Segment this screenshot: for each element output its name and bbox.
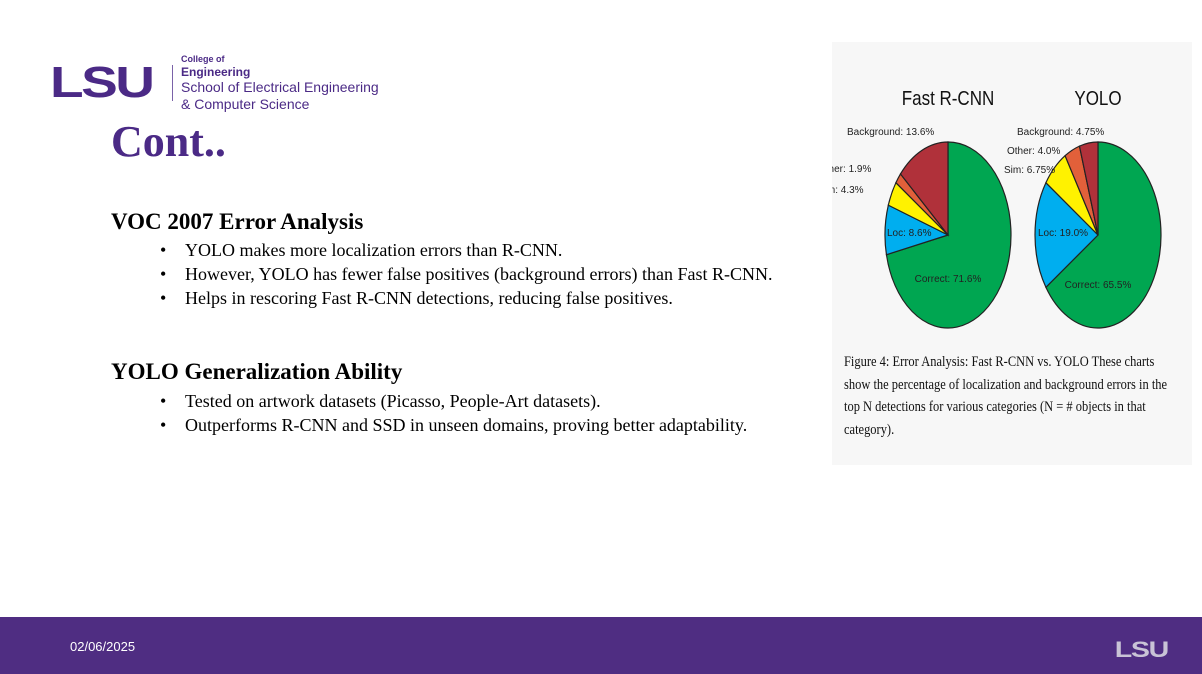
logo-divider [172,65,173,102]
figure-caption: Figure 4: Error Analysis: Fast R-CNN vs.… [844,354,1168,438]
lsu-wordmark: LSU [50,58,155,108]
school-line1: School of Electrical Engineering [181,79,379,96]
pie-slice-correct [1045,141,1162,329]
slide-title: Cont.. [111,117,226,166]
pie-label: Correct: 65.5% [1065,280,1132,291]
bullet-item: Tested on artwork datasets (Picasso, Peo… [160,389,800,413]
bullet-item: Helps in rescoring Fast R-CNN detections… [160,286,800,310]
section-heading: VOC 2007 Error Analysis [111,209,364,234]
pie-label: Other: 1.9% [832,164,871,175]
section-heading: YOLO Generalization Ability [111,359,403,384]
bullet-item: Outperforms R-CNN and SSD in unseen doma… [160,413,800,437]
pie-label: Background: 4.75% [1017,127,1104,138]
bullet-item: However, YOLO has fewer false positives … [160,262,775,286]
error-analysis-figure: Fast R-CNN Correct: 71.6% Loc: 8.6% Sim: 4.… [832,42,1192,465]
pie-slice-background [1078,141,1099,236]
college-name: Engineering [181,64,251,79]
pie-label: Loc: 8.6% [887,228,932,239]
pie-label: Sim: 4.3% [832,185,864,196]
college-small: College of [181,54,225,64]
pie-label: Background: 13.6% [847,127,934,138]
pie-slice-background [899,141,949,237]
logo-text: College of Engineering School of Electri… [181,54,379,113]
lsu-engineering-logo: LSU College of Engineering School of Ele… [50,54,379,113]
pie-label: Sim: 6.75% [1004,165,1055,176]
pie-title: YOLO [1074,87,1121,110]
bullet-list: Tested on artwork datasets (Picasso, Peo… [160,389,800,437]
pie-title: Fast R-CNN [902,87,994,110]
footer-lsu-logo: LSU [1114,637,1170,662]
bullet-list: YOLO makes more localization errors than… [160,238,800,310]
bullet-item: YOLO makes more localization errors than… [160,238,800,262]
pie-slice-loc [1034,181,1099,289]
school-line2: & Computer Science [181,95,310,112]
pie-label: Correct: 71.6% [915,274,982,285]
pie-label: Loc: 19.0% [1038,228,1088,239]
footer-date: 02/06/2025 [70,639,136,654]
pie-label: Other: 4.0% [1007,146,1060,157]
pie-charts: Fast R-CNN Correct: 71.6% Loc: 8.6% Sim: 4.… [832,87,1162,329]
footer-bar: 02/06/2025 LSU [0,617,1202,674]
